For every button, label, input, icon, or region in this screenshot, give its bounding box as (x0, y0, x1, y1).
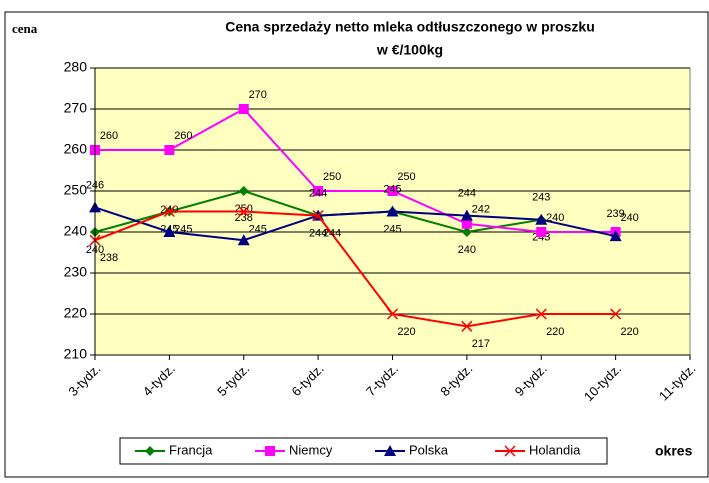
marker (237, 234, 250, 246)
y-tick-label: 250 (64, 182, 88, 198)
y-axis-label: cena (12, 21, 38, 36)
series-line (95, 107, 616, 233)
marker (163, 226, 176, 237)
data-label: 238 (235, 212, 253, 224)
data-label: 238 (100, 252, 118, 264)
y-tick-label: 280 (64, 59, 88, 75)
marker (460, 209, 473, 221)
marker (536, 227, 547, 237)
y-tick-label: 270 (64, 100, 88, 116)
marker (384, 445, 396, 456)
legend-label: Niemcy (289, 442, 333, 457)
data-label: 270 (249, 89, 267, 101)
marker (164, 145, 175, 155)
data-label: 260 (100, 130, 118, 142)
data-label: 220 (620, 326, 638, 338)
data-label: 245 (383, 223, 401, 235)
x-axis-label: okres (655, 443, 693, 459)
y-tick-label: 240 (64, 223, 88, 239)
marker (163, 205, 175, 218)
data-label: 240 (620, 212, 638, 224)
legend-label: Francja (169, 442, 213, 457)
data-label: 217 (472, 338, 490, 350)
legend-label: Polska (409, 442, 449, 457)
marker (535, 308, 547, 320)
data-label: 245 (383, 183, 401, 195)
marker (313, 186, 324, 196)
data-label: 242 (472, 204, 490, 216)
data-label: 240 (458, 244, 476, 256)
marker (610, 308, 622, 320)
data-label: 244 (323, 228, 341, 240)
series-line (94, 210, 616, 328)
data-label: 245 (174, 223, 192, 235)
y-tick-label: 220 (64, 305, 88, 321)
y-tick-label: 210 (64, 346, 88, 362)
marker (387, 186, 398, 196)
data-label: 239 (606, 208, 624, 220)
y-tick-label: 260 (64, 141, 88, 157)
data-label: 260 (174, 130, 192, 142)
data-label: 220 (546, 326, 564, 338)
chart-title: Cena sprzedaży netto mleka odtłuszczoneg… (225, 19, 595, 35)
marker (609, 230, 622, 242)
marker (238, 205, 250, 218)
legend-label: Holandia (529, 442, 581, 457)
legend (119, 437, 608, 465)
y-tick-label: 230 (64, 264, 88, 280)
marker (265, 446, 275, 456)
marker (504, 445, 516, 457)
marker (461, 218, 472, 229)
data-label: 250 (323, 171, 341, 183)
marker (386, 308, 399, 320)
marker (461, 227, 472, 237)
data-label: 245 (249, 223, 267, 235)
marker (312, 210, 324, 222)
data-label: 250 (397, 171, 415, 183)
marker (238, 186, 249, 196)
data-label: 220 (397, 326, 415, 338)
data-label: 244 (309, 228, 327, 240)
marker (386, 205, 399, 217)
chart-subtitle: w €/100kg (376, 42, 443, 58)
data-label: 244 (309, 188, 327, 200)
marker (238, 104, 249, 114)
data-label: 243 (532, 192, 550, 204)
data-label: 244 (458, 188, 476, 200)
series-line (94, 206, 616, 242)
marker (145, 446, 155, 456)
marker (461, 320, 473, 332)
marker (535, 213, 548, 225)
